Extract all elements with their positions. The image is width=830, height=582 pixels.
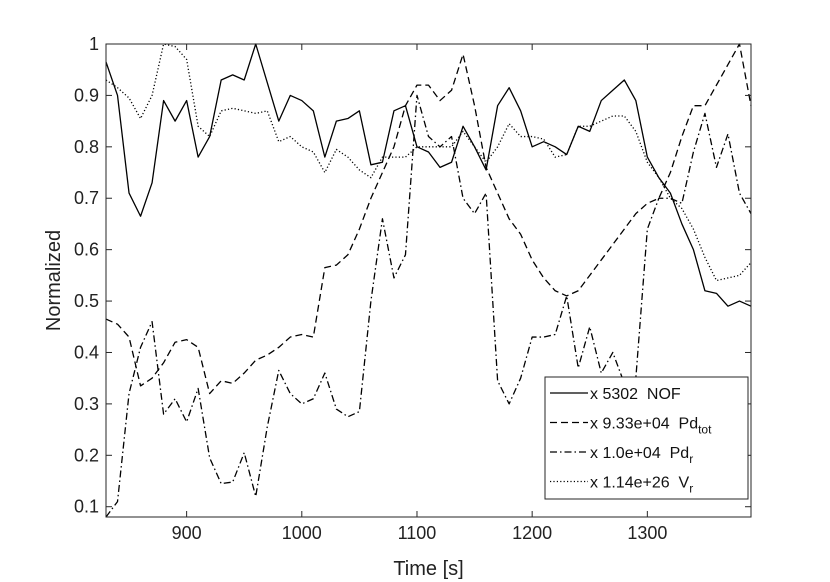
y-tick-label: 0.8 [74,137,99,157]
x-axis-title: Time [s] [393,558,463,580]
legend-label-pd-tot: x 9.33e+04 Pdtot [590,416,712,437]
legend-label-v-r: x 1.14e+26 Vr [590,475,693,496]
y-tick-label: 0.2 [74,445,99,465]
y-tick-label: 0.7 [74,188,99,208]
x-tick-label: 1100 [398,523,437,543]
y-tick-label: 0.4 [74,342,99,362]
y-tick-label: 0.3 [74,394,99,414]
series-layer [105,43,752,518]
y-tick-label: 0.9 [74,85,99,105]
legend-subscript: r [689,482,693,496]
legend-subscript: r [689,452,693,466]
legend-label-pd-r: x 1.0e+04 Pdr [590,445,693,466]
y-axis-title: Normalized [43,230,65,331]
x-tick-label: 900 [172,523,202,543]
legend-label-nof: x 5302 NOF [590,386,681,403]
y-tick-label: 1 [89,34,99,54]
plot-area-frame [105,43,752,518]
series-line-nof [105,43,752,307]
x-tick-label: 1200 [512,523,552,543]
legend-box [544,376,749,500]
x-tick-label: 1000 [282,523,322,543]
series-line-pd-r [105,94,752,518]
y-tick-label: 0.6 [74,240,99,260]
ticks-layer: 900 1000 1100 1200 1300 0.1 0.2 0.3 0.4 0.5 0.6 0.7… [74,34,751,543]
y-tick-label: 0.5 [74,291,99,311]
legend: x 5302 NOF x 9.33e+04 Pdtot x 1.0e+04 Pdr x… [544,376,749,500]
y-tick-label: 0.1 [74,497,99,517]
x-tick-label: 1300 [627,523,667,543]
legend-subscript: tot [698,423,712,437]
series-line-pd-tot [105,43,752,395]
